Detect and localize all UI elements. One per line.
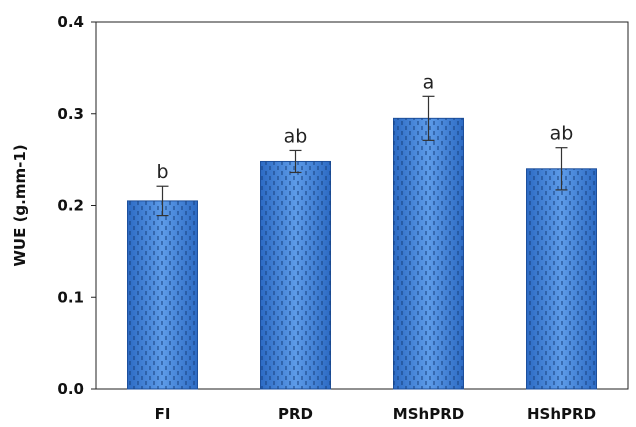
bar-pattern [260, 161, 331, 389]
x-tick-label: PRD [278, 405, 313, 423]
bar-pattern [393, 118, 464, 390]
y-tick-label: 0.3 [57, 105, 84, 123]
x-tick-label: MShPRD [393, 405, 464, 423]
significance-letter: ab [550, 123, 574, 145]
y-tick-label: 0.2 [57, 197, 84, 215]
plot-area: 0.0 0.1 0.2 0.3 0.4 b FI ab PRD a MShPRD ab HShPRD [57, 13, 629, 423]
y-tick-label: 0.4 [57, 13, 84, 31]
significance-letter: a [423, 71, 435, 93]
y-tick-label: 0.0 [57, 380, 84, 398]
y-axis-title: WUE (g.mm-1) [11, 144, 29, 266]
bar-pattern [127, 200, 198, 389]
bar-pattern [526, 168, 597, 389]
x-tick-label: FI [155, 405, 171, 423]
significance-letter: ab [284, 125, 308, 147]
significance-letter: b [156, 161, 168, 183]
y-tick-label: 0.1 [57, 288, 84, 306]
x-tick-label: HShPRD [527, 405, 596, 423]
